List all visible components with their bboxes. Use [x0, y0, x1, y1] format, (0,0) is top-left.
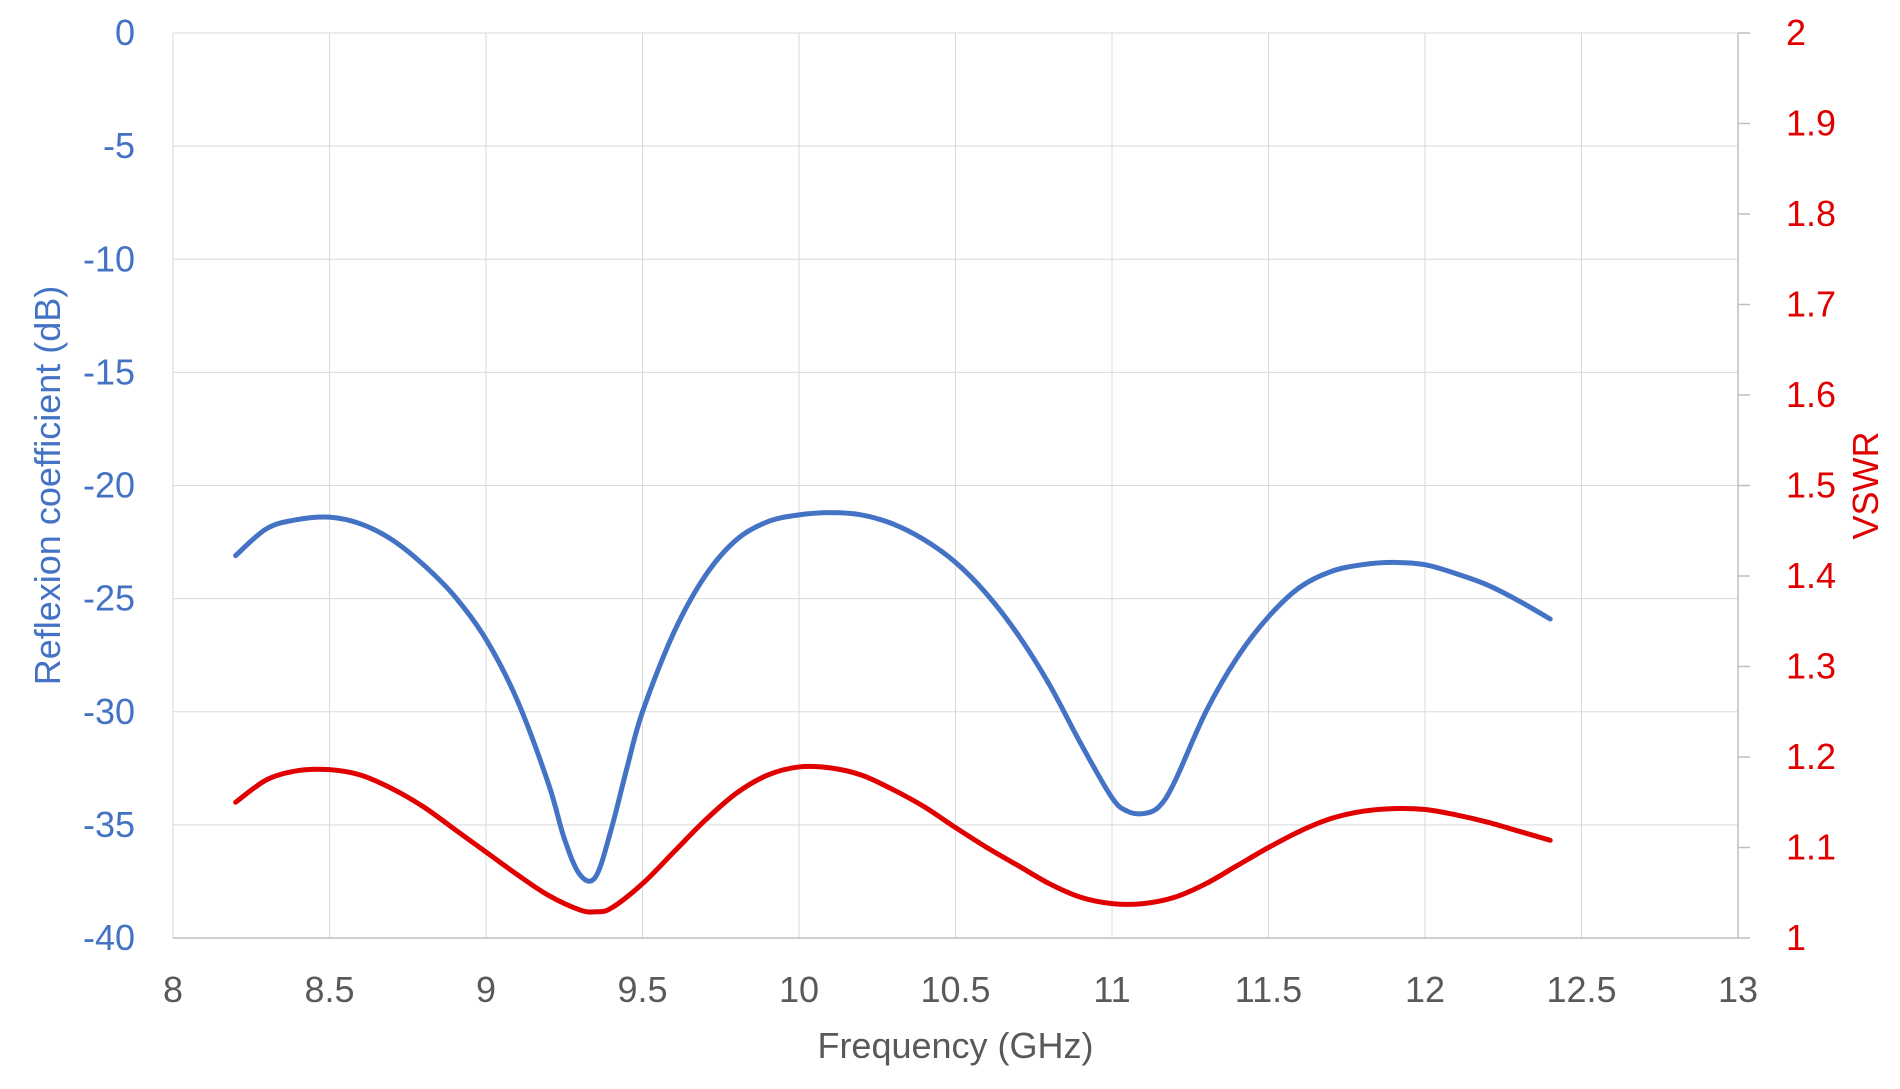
y-right-tick-label: 1.1 — [1786, 827, 1836, 868]
y-left-tick-label: -40 — [83, 917, 135, 958]
series-layer — [233, 510, 1553, 915]
y-left-tick-label: -10 — [83, 238, 135, 279]
x-tick-label: 12 — [1405, 969, 1445, 1010]
grid-layer — [173, 33, 1738, 938]
y-axis-right-title: VSWR — [1845, 432, 1886, 540]
x-tick-label: 10 — [779, 969, 819, 1010]
y-right-tick-label: 1.6 — [1786, 374, 1836, 415]
y-left-tick-label: -30 — [83, 691, 135, 732]
axis-layer: 8 8.5 9 9.5 10 10.5 11 11.5 12 12.5 130-5-10-15-20… — [83, 12, 1836, 1010]
y-right-tick-label: 1.4 — [1786, 555, 1836, 596]
x-tick-label: 11 — [1093, 969, 1130, 1010]
reflexion-series-line — [233, 510, 1553, 884]
y-left-tick-label: -5 — [103, 125, 135, 166]
x-tick-label: 11.5 — [1235, 969, 1302, 1010]
y-right-tick-label: 1 — [1786, 917, 1806, 958]
x-tick-label: 8 — [163, 969, 183, 1010]
label-layer: Frequency (GHz) Reflexion coefficient (d… — [27, 286, 1886, 1066]
y-right-tick-label: 1.5 — [1786, 465, 1836, 506]
y-left-tick-label: 0 — [115, 12, 135, 53]
y-right-tick-label: 1.3 — [1786, 646, 1836, 687]
x-tick-label: 9.5 — [617, 969, 667, 1010]
y-right-tick-label: 1.9 — [1786, 103, 1836, 144]
x-axis-title: Frequency (GHz) — [817, 1025, 1093, 1066]
y-left-tick-label: -15 — [83, 351, 135, 392]
y-right-tick-label: 2 — [1786, 12, 1806, 53]
y-left-tick-label: -20 — [83, 465, 135, 506]
y-axis-left-title: Reflexion coefficient (dB) — [27, 286, 68, 686]
x-tick-label: 13 — [1718, 969, 1758, 1010]
x-tick-label: 8.5 — [304, 969, 354, 1010]
vswr-series-line — [233, 763, 1553, 915]
y-left-tick-label: -35 — [83, 804, 135, 845]
x-tick-label: 12.5 — [1546, 969, 1616, 1010]
x-tick-label: 9 — [476, 969, 496, 1010]
y-left-tick-label: -25 — [83, 578, 135, 619]
y-right-tick-label: 1.8 — [1786, 193, 1836, 234]
y-right-tick-label: 1.2 — [1786, 736, 1836, 777]
y-right-tick-label: 1.7 — [1786, 284, 1836, 325]
x-tick-label: 10.5 — [920, 969, 990, 1010]
